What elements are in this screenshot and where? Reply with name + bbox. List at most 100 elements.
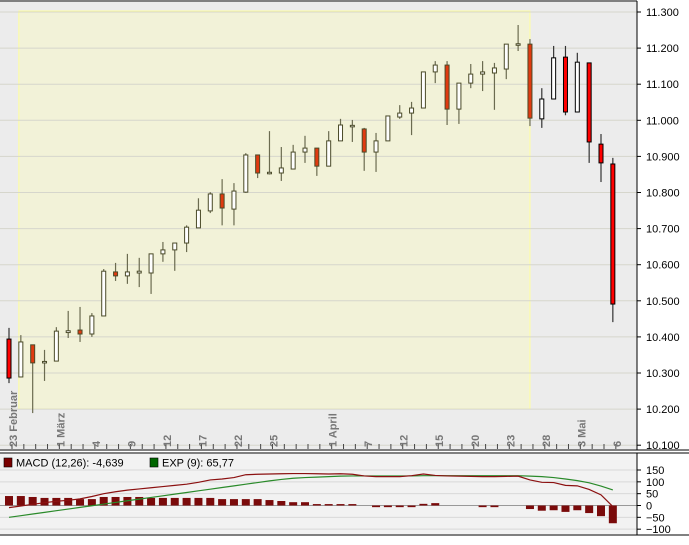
candle-body — [574, 61, 580, 113]
candle — [539, 88, 545, 128]
macd-histogram-bar — [218, 499, 227, 506]
macd-histogram-bar — [301, 502, 309, 506]
candle — [491, 62, 497, 110]
macd-histogram-bar — [312, 504, 321, 506]
candle-body — [255, 154, 261, 174]
candle-body — [373, 140, 379, 153]
candle — [195, 198, 201, 229]
candle-body — [195, 209, 201, 229]
candle — [266, 131, 272, 175]
candle — [231, 183, 237, 226]
candle-body — [610, 163, 616, 305]
candle — [432, 61, 438, 84]
x-tick-label: 22 — [233, 435, 245, 447]
macd-histogram-bar — [64, 497, 73, 506]
candle — [373, 132, 379, 172]
legend-macd: MACD (12,26): -4,639 — [3, 457, 124, 470]
macd-histogram-bar — [241, 499, 250, 506]
candle — [574, 52, 580, 113]
highlight-region — [18, 10, 531, 410]
macd-histogram-bar — [76, 499, 85, 506]
candle-body — [562, 56, 568, 113]
macd-y-tick-label: 100 — [646, 477, 664, 489]
candle — [397, 105, 403, 119]
candle — [551, 45, 557, 100]
legend-exp-swatch — [149, 457, 159, 468]
candle — [136, 257, 142, 288]
candle — [148, 253, 154, 294]
candle — [349, 119, 355, 142]
candle-body — [586, 62, 592, 143]
y-tick-label: 10.500 — [646, 296, 680, 308]
macd-y-tick-label: −100 — [646, 524, 671, 536]
candle-body — [136, 270, 142, 274]
x-tick-label: 7 — [363, 441, 375, 447]
candle — [89, 313, 95, 337]
macd-histogram-bar — [597, 505, 605, 517]
y-tick-label: 10.300 — [646, 368, 680, 380]
macd-histogram-bar — [608, 505, 617, 524]
candle-body — [456, 82, 462, 110]
candle — [326, 131, 332, 167]
macd-histogram-bar — [277, 501, 286, 506]
y-tick-label: 10.700 — [646, 224, 680, 236]
candle-body — [231, 190, 237, 210]
legend-exp-label: EXP (9): 65,77 — [162, 458, 234, 470]
legend-macd-swatch — [3, 457, 13, 468]
candle-body — [184, 226, 190, 244]
y-tick-label: 10.200 — [646, 404, 680, 416]
macd-y-tick-label: −50 — [646, 512, 665, 524]
x-tick-label: 25 — [268, 435, 280, 447]
candle-body — [290, 151, 296, 170]
macd-histogram-bar — [40, 497, 49, 506]
candle-body — [89, 315, 95, 335]
y-tick-label: 11.300 — [646, 7, 679, 19]
candle-body — [113, 271, 119, 277]
macd-histogram-bar — [253, 499, 262, 506]
macd-histogram-bar — [348, 504, 357, 506]
candle-body — [385, 115, 391, 142]
macd-histogram-bar — [573, 505, 582, 511]
candle — [290, 144, 296, 170]
x-tick-label: 1 April — [328, 413, 340, 447]
candle-body — [338, 124, 344, 142]
macd-histogram-bar — [16, 496, 25, 506]
candle — [53, 327, 59, 362]
candle — [124, 253, 130, 284]
legend-exp: EXP (9): 65,77 — [149, 457, 234, 470]
candle-body — [65, 330, 71, 334]
x-tick-label: 15 — [434, 435, 446, 447]
macd-histogram-bar — [407, 505, 416, 508]
candle — [480, 61, 486, 92]
macd-histogram-bar — [383, 505, 392, 508]
macd-histogram-bar — [265, 500, 274, 506]
y-tick-label: 10.800 — [646, 188, 680, 200]
candle-body — [539, 98, 545, 120]
macd-histogram-bar — [525, 505, 534, 510]
candle — [409, 101, 415, 136]
candle — [42, 349, 48, 381]
candle-body — [361, 128, 367, 153]
candle — [113, 262, 119, 281]
candle-body — [409, 107, 415, 114]
macd-y-tick-label: 0 — [646, 501, 652, 513]
candle — [314, 147, 320, 176]
candle — [18, 335, 24, 378]
candle-body — [444, 64, 450, 110]
macd-histogram-bar — [28, 496, 37, 506]
x-tick-label: 9 — [126, 441, 138, 447]
x-tick-label: 1 März — [55, 412, 67, 447]
macd-histogram-bar — [585, 505, 594, 514]
candle-body — [124, 271, 130, 277]
macd-histogram-bar — [478, 505, 487, 508]
candle — [503, 43, 509, 80]
x-tick-label: 20 — [470, 435, 482, 447]
candle-body — [432, 64, 438, 73]
candle-body — [18, 341, 24, 378]
x-tick-label: 23 Februar — [8, 390, 20, 447]
macd-histogram-bar — [336, 504, 345, 506]
candle — [361, 127, 367, 171]
candle — [160, 241, 166, 262]
candle-body — [314, 147, 320, 167]
candle — [219, 179, 225, 226]
